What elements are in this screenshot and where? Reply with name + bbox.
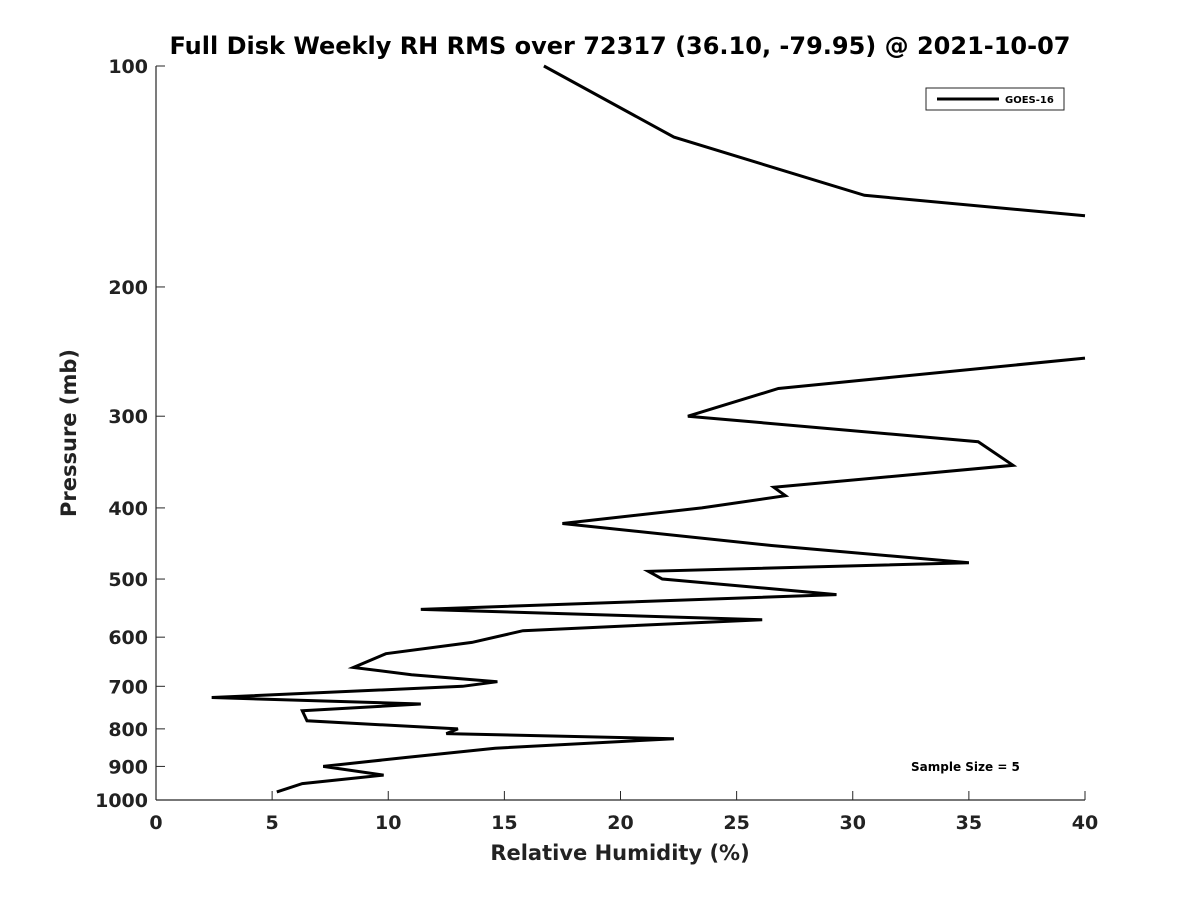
- x-tick-label: 0: [149, 812, 162, 834]
- series-line-goes-16: [543, 64, 1086, 218]
- y-tick-label: 900: [108, 756, 148, 778]
- legend-label-goes-16: GOES-16: [1005, 95, 1054, 106]
- y-tick-label: 300: [108, 406, 148, 428]
- y-tick-label: 400: [108, 498, 148, 520]
- y-axis-label: Pressure (mb): [57, 349, 81, 517]
- x-tick-label: 10: [375, 812, 401, 834]
- y-tick-label: 200: [108, 277, 148, 299]
- x-tick-label: 30: [840, 812, 866, 834]
- x-tick-label: 20: [607, 812, 633, 834]
- y-tick-label: 500: [108, 569, 148, 591]
- series-layer: [211, 64, 1086, 794]
- y-tick-label: 800: [108, 719, 148, 741]
- x-axis-ticks: 0 5 10 15 20 25 30 35 40: [149, 791, 1098, 834]
- x-tick-label: 25: [723, 812, 749, 834]
- x-tick-label: 5: [266, 812, 279, 834]
- y-tick-label: 1000: [95, 790, 148, 812]
- sample-size-annotation: Sample Size = 5: [911, 760, 1020, 774]
- y-tick-label: 100: [108, 56, 148, 78]
- y-tick-label: 600: [108, 627, 148, 649]
- y-axis-ticks: 100 200 300 400 500 600 700 800 900 1000: [95, 56, 165, 812]
- chart-title: Full Disk Weekly RH RMS over 72317 (36.1…: [169, 32, 1070, 60]
- x-tick-label: 35: [956, 812, 982, 834]
- x-tick-label: 15: [491, 812, 517, 834]
- series-line-goes-16: [211, 356, 1086, 794]
- x-axis-label: Relative Humidity (%): [490, 841, 749, 865]
- legend: GOES-16: [925, 87, 1065, 111]
- plot-area: 0 5 10 15 20 25 30 35 40 100 200 300 400 500 600 700 80…: [95, 56, 1098, 834]
- x-tick-label: 40: [1072, 812, 1098, 834]
- y-tick-label: 700: [108, 676, 148, 698]
